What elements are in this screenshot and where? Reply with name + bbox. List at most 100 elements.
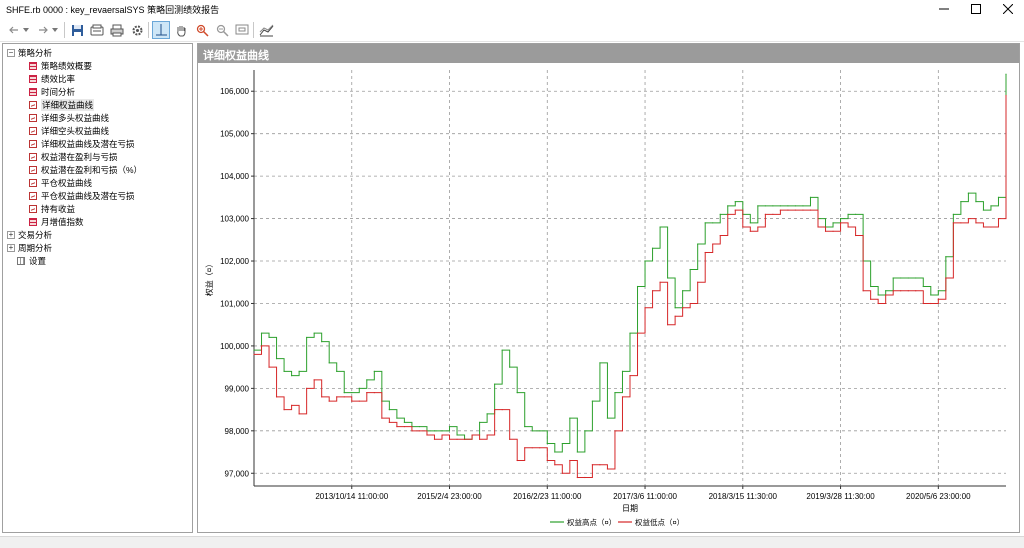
data-point <box>433 430 436 432</box>
data-point <box>667 324 669 326</box>
tree-item-performance-summary[interactable]: 策略绩效概要 <box>29 59 92 72</box>
data-point <box>930 294 932 296</box>
back-dropdown-icon <box>23 28 29 32</box>
tree-group-period-analysis[interactable]: + 周期分析 <box>7 241 52 254</box>
save-icon <box>71 24 83 36</box>
tree-item-short-equity-curve[interactable]: 详细空头权益曲线 <box>29 124 109 137</box>
data-point <box>599 464 601 466</box>
data-point <box>591 400 593 402</box>
maximize-button[interactable] <box>960 0 992 18</box>
tree-group-trade-analysis[interactable]: + 交易分析 <box>7 228 52 241</box>
data-point <box>930 302 932 305</box>
data-point <box>937 298 939 300</box>
tree-item-holding-returns[interactable]: 持有收益 <box>29 202 75 215</box>
data-point <box>764 205 766 207</box>
data-point <box>697 243 699 245</box>
tree-item-performance-ratios[interactable]: 绩效比率 <box>29 72 75 85</box>
save-button[interactable] <box>68 21 86 39</box>
data-point <box>877 294 879 296</box>
data-point <box>396 417 398 419</box>
tree-item-time-analysis[interactable]: 时间分析 <box>29 85 75 98</box>
data-point <box>847 226 849 228</box>
data-point <box>915 277 917 279</box>
data-point <box>606 417 609 419</box>
tree-item-closed-equity-drawdown[interactable]: 平仓权益曲线及潜在亏损 <box>29 189 135 202</box>
tree-item-monthly-index[interactable]: 月增值指数 <box>29 215 84 228</box>
back-dropdown[interactable] <box>21 21 31 39</box>
back-icon <box>9 26 18 34</box>
tree-item-potential-profit-loss[interactable]: 权益潜在盈利与亏损 <box>29 150 118 163</box>
data-point <box>712 222 714 224</box>
tree-item-long-equity-curve[interactable]: 详细多头权益曲线 <box>29 111 109 124</box>
chart-report-icon <box>29 204 37 213</box>
data-point <box>260 332 263 334</box>
data-point <box>659 281 661 283</box>
equity-chart[interactable]: 97,000 98,000 99,000 100,000 101,000 102,000 1… <box>198 64 1019 532</box>
data-point <box>328 362 330 364</box>
data-point <box>922 302 924 305</box>
crosshair-button[interactable] <box>152 21 170 39</box>
zoom-in-button[interactable] <box>193 21 211 39</box>
close-button[interactable] <box>992 0 1024 18</box>
data-point <box>667 277 669 279</box>
chart-report-icon <box>29 139 37 148</box>
x-tick-label: 2020/5/6 23:00:00 <box>906 492 971 501</box>
data-point <box>336 396 338 398</box>
data-point <box>922 285 924 288</box>
data-point <box>997 217 1000 220</box>
copy-button[interactable] <box>88 21 106 39</box>
settings-button[interactable] <box>128 21 146 39</box>
data-point <box>403 425 405 428</box>
data-point <box>682 290 684 292</box>
y-tick-label: 105,000 <box>220 130 249 139</box>
tree-item-equity-with-drawdown[interactable]: 详细权益曲线及潜在亏损 <box>29 137 135 150</box>
print-button[interactable] <box>108 21 126 39</box>
data-point <box>486 413 488 415</box>
data-point <box>606 468 609 470</box>
table-report-icon <box>29 74 37 83</box>
data-point <box>839 217 842 220</box>
data-point <box>343 396 345 398</box>
y-tick-label: 98,000 <box>225 427 250 436</box>
zoom-out-icon <box>216 24 229 37</box>
back-button[interactable] <box>5 21 23 39</box>
collapse-icon[interactable]: − <box>7 47 15 57</box>
tree-item-detailed-equity-curve[interactable]: 详细权益曲线 <box>29 98 95 111</box>
expand-icon[interactable]: + <box>7 229 15 239</box>
chart-panel: 详细权益曲线 97,000 98,000 99,000 100,000 101,000 1… <box>197 43 1020 533</box>
tree-item-potential-profit-loss-pct[interactable]: 权益潜在盈利和亏损（%） <box>29 163 142 176</box>
data-point <box>742 226 744 228</box>
forward-button[interactable] <box>34 21 52 39</box>
tree-item-label: 时间分析 <box>41 86 76 97</box>
data-point <box>546 459 548 462</box>
data-point <box>945 256 947 258</box>
tree-group-strategy-analysis[interactable]: − 策略分析 <box>7 46 52 59</box>
data-point <box>388 421 390 423</box>
zoom-out-button[interactable] <box>213 21 231 39</box>
data-point <box>441 430 443 432</box>
data-point <box>704 251 706 254</box>
expand-icon[interactable]: + <box>7 242 15 252</box>
chart-report-icon <box>29 126 37 135</box>
data-point <box>275 358 278 360</box>
data-point <box>689 302 691 305</box>
data-point <box>283 408 285 411</box>
data-point <box>441 434 443 436</box>
data-point <box>824 230 827 232</box>
data-point <box>591 464 593 466</box>
data-point <box>584 430 586 432</box>
zoom-window-button[interactable] <box>233 21 251 39</box>
minimize-button[interactable] <box>928 0 960 18</box>
legend-label: 权益低点（¤） <box>635 517 684 527</box>
data-point <box>516 459 518 462</box>
data-point <box>584 476 586 479</box>
data-point <box>253 353 255 356</box>
data-point <box>832 222 834 224</box>
tree-item-closed-equity-curve[interactable]: 平仓权益曲线 <box>29 176 92 189</box>
forward-dropdown[interactable] <box>50 21 60 39</box>
data-point <box>982 209 985 211</box>
chart-style-button[interactable] <box>257 21 275 39</box>
tree-item-settings[interactable]: 设置 <box>17 254 46 267</box>
report-tree: − 策略分析 策略绩效概要 绩效比率 时间分析 详细权益曲线 详细多头权益曲线 … <box>2 43 193 533</box>
pan-button[interactable] <box>172 21 190 39</box>
